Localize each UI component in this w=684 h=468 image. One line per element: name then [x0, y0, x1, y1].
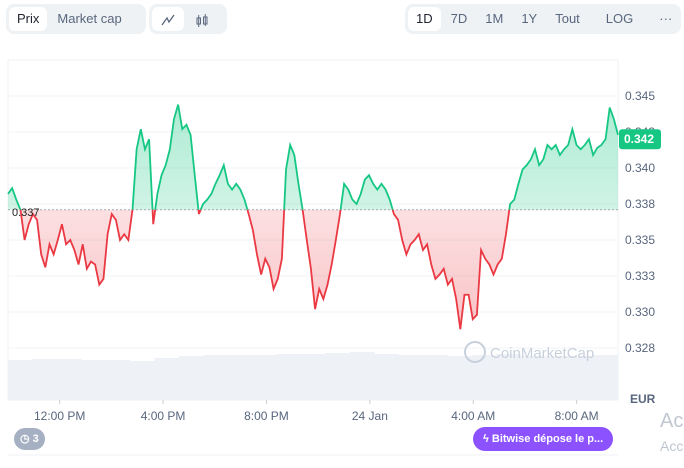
volume-bar	[349, 352, 375, 400]
history-events-button[interactable]: ◷ 3	[14, 428, 45, 450]
y-tick-label: 0.328	[625, 341, 655, 355]
candlestick-chart-button[interactable]	[186, 7, 218, 31]
line-chart-button[interactable]	[152, 7, 184, 31]
price-area-down	[8, 209, 618, 330]
watermark: CoinMarketCap	[464, 341, 594, 363]
volume-bar	[593, 355, 619, 400]
line-chart-icon	[161, 14, 175, 25]
volume-bar	[325, 353, 351, 400]
svg-text:0.337: 0.337	[12, 207, 40, 219]
y-tick-label: 0.333	[625, 269, 655, 283]
svg-text:CoinMarketCap: CoinMarketCap	[490, 345, 594, 362]
y-tick-label: 0.330	[625, 305, 655, 319]
volume-bars	[8, 352, 619, 400]
volume-bar	[105, 360, 131, 400]
x-tick-label: 4:00 AM	[451, 409, 495, 423]
volume-bar	[569, 356, 595, 400]
candlestick-icon	[196, 13, 208, 27]
volume-bar	[178, 356, 204, 400]
volume-bar	[374, 354, 399, 400]
volume-bar	[8, 360, 33, 400]
volume-bar	[520, 356, 546, 400]
y-tick-label: 0.345	[625, 89, 655, 103]
volume-bar	[56, 359, 82, 400]
volume-bar	[422, 355, 448, 400]
x-tick-label: 12:00 PM	[34, 409, 85, 423]
range-1d[interactable]: 1D	[408, 7, 441, 31]
volume-bar	[32, 359, 58, 400]
y-tick-label: 0.338	[625, 197, 655, 211]
volume-bar	[81, 360, 107, 400]
currency-label: EUR	[630, 392, 656, 406]
range-7d[interactable]: 7D	[450, 11, 468, 26]
price-line-up	[7, 104, 619, 210]
volume-bar	[447, 356, 473, 400]
volume-bar	[496, 354, 521, 400]
open-price-label: 0.337	[12, 207, 40, 219]
more-options-button[interactable]: ···	[659, 11, 673, 26]
price-line-down	[19, 209, 511, 330]
x-tick-label: 8:00 AM	[555, 409, 599, 423]
current-price-badge: 0.342	[619, 129, 661, 150]
range-all[interactable]: Tout	[555, 11, 580, 26]
svg-text:0.342: 0.342	[624, 132, 654, 146]
volume-bar	[227, 355, 253, 400]
chart-style-toggle	[149, 4, 227, 34]
y-tick-label: 0.335	[625, 233, 655, 247]
volume-bar	[154, 358, 180, 400]
volume-bar	[398, 355, 424, 400]
side-text: Acc	[660, 438, 684, 454]
y-tick-label: 0.340	[625, 161, 655, 175]
lightning-icon: ϟ	[483, 433, 489, 445]
news-event-button[interactable]: ϟ Bitwise dépose le p...	[473, 427, 614, 451]
grid	[7, 59, 619, 401]
x-tick-label: 24 Jan	[352, 409, 388, 423]
chart-type-toggle: Prix Market cap	[6, 4, 146, 34]
volume-bar	[130, 361, 155, 400]
volume-bar	[203, 355, 229, 400]
volume-bar	[276, 354, 302, 400]
tab-market-cap[interactable]: Market cap	[57, 11, 122, 26]
time-range-toggle: 1D 7D 1M 1Y Tout LOG ···	[405, 4, 681, 34]
tab-price[interactable]: Prix	[9, 7, 48, 31]
volume-bar	[252, 355, 277, 400]
x-tick-label: 8:00 PM	[244, 409, 289, 423]
volume-bar	[544, 356, 570, 400]
history-icon: ◷	[20, 433, 30, 445]
x-tick-label: 4:00 PM	[141, 409, 186, 423]
range-1m[interactable]: 1M	[485, 11, 504, 26]
volume-bar	[300, 354, 326, 400]
range-1y[interactable]: 1Y	[521, 11, 538, 26]
x-axis: 12:00 PM 4:00 PM 8:00 PM 24 Jan 4:00 AM 8:00 …	[34, 400, 599, 423]
log-scale-button[interactable]: LOG	[605, 11, 634, 26]
side-text: Ac	[660, 410, 684, 432]
